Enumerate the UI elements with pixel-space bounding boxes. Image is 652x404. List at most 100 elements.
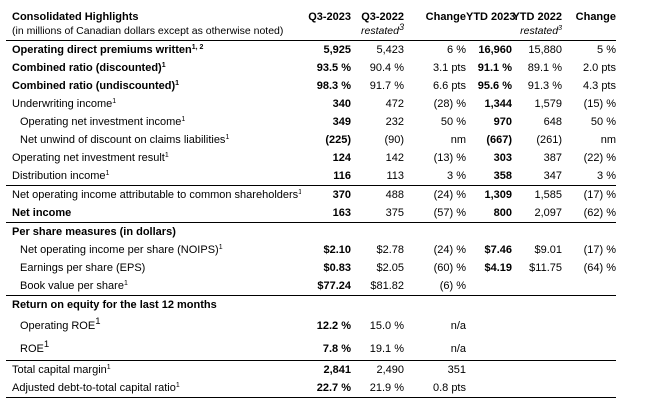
row-label: Adjusted debt-to-total capital ratio1 [6, 379, 301, 398]
table-row: Combined ratio (discounted)1 93.5 % 90.4 %… [6, 59, 616, 77]
cell-q3-2023: 93.5 % [316, 62, 351, 74]
cell-q3-2023: 163 [301, 204, 351, 223]
cell-ytd-2022: 1,579 [534, 98, 562, 110]
cell-change: n/a [450, 319, 466, 332]
cell-ytd-2023: 1,309 [484, 189, 512, 201]
cell-ytd-2022 [512, 277, 562, 296]
table-row: Net income 163 375 (57) % 800 2,097 (62) % [6, 204, 616, 223]
cell-ytd-2022: $11.75 [529, 262, 562, 274]
cell-q3-2023: 370 [332, 189, 351, 201]
cell-ytd-2023 [466, 277, 512, 296]
cell-ytd-2022: 347 [512, 167, 562, 186]
cell-change: (28) % [433, 98, 466, 110]
cell-ytd-2023 [466, 337, 512, 361]
table-row: Operating direct premiums written1, 2 5,9… [6, 41, 616, 60]
row-label: Per share measures (in dollars) [6, 223, 301, 242]
footnote-marker: 1 [164, 152, 169, 159]
column-header-change-ytd: Change [562, 6, 616, 41]
column-header-ytd-2023: YTD 2023 [466, 6, 516, 41]
cell-change-ytd: 2.0 pts [582, 62, 616, 74]
row-label-text: Earnings per share (EPS) [20, 262, 146, 274]
column-header-q3-2022: Q3-2022 restated3 [351, 6, 404, 41]
footnote-marker: 1 [95, 315, 101, 327]
cell-change-ytd: 3 % [562, 167, 616, 186]
cell-q3-2023: 340 [332, 98, 351, 110]
footnote-marker: 1, 2 [191, 44, 204, 51]
row-label-text: Operating ROE [20, 319, 96, 332]
row-label-text: Net income [12, 207, 72, 219]
cell-q3-2022: 472 [385, 98, 404, 110]
row-label: Total capital margin1 [6, 361, 301, 380]
row-label: Operating direct premiums written1, 2 [6, 41, 301, 60]
row-label-text: Net operating income attributable to com… [12, 189, 299, 201]
cell-q3-2023: 124 [332, 152, 351, 164]
table-row: Total capital margin1 2,841 2,490 351 [6, 361, 616, 380]
cell-ytd-2023 [466, 296, 512, 315]
table-body: Operating direct premiums written1, 2 5,9… [6, 41, 616, 398]
cell-change-ytd [562, 361, 616, 380]
cell-q3-2022: 91.7 % [369, 80, 404, 92]
footnote-marker: 1 [225, 134, 230, 141]
row-label-text: Combined ratio (discounted) [12, 62, 162, 74]
row-label-text: Operating direct premiums written [12, 44, 192, 56]
cell-q3-2023 [301, 296, 351, 315]
cell-change: 351 [447, 364, 466, 376]
cell-change: (57) % [404, 204, 466, 223]
cell-q3-2022: 113 [351, 167, 404, 186]
table-subtitle: (in millions of Canadian dollars except … [12, 25, 284, 37]
table-row: Net operating income attributable to com… [6, 186, 616, 205]
cell-ytd-2022: 648 [543, 116, 562, 128]
row-label-text: Return on equity for the last 12 months [12, 299, 217, 311]
cell-ytd-2022: $9.01 [534, 244, 562, 256]
cell-q3-2023: 22.7 % [301, 379, 351, 398]
row-label: Earnings per share (EPS) [6, 259, 301, 277]
cell-ytd-2022: 1,585 [534, 189, 562, 201]
cell-ytd-2023: $4.19 [484, 262, 512, 274]
restated-note: restated3 [361, 22, 404, 38]
cell-ytd-2022: 2,097 [512, 204, 562, 223]
cell-change-ytd: (22) % [583, 152, 616, 164]
cell-change: 50 % [440, 116, 466, 128]
cell-ytd-2023: 970 [493, 116, 512, 128]
cell-change: 0.8 pts [404, 379, 466, 398]
cell-change-ytd: 50 % [590, 116, 616, 128]
footnote-marker: 1 [105, 170, 110, 177]
cell-change-ytd: (17) % [583, 189, 616, 201]
cell-change-ytd: 4.3 pts [582, 80, 616, 92]
row-label-text: Net operating income per share (NOIPS) [20, 244, 219, 256]
section-header-row: Return on equity for the last 12 months [6, 296, 616, 315]
cell-q3-2023: (225) [325, 134, 351, 146]
cell-ytd-2023 [466, 379, 512, 398]
row-label-text: Total capital margin [12, 364, 107, 376]
footnote-marker: 1 [175, 80, 180, 87]
cell-q3-2023: $77.24 [301, 277, 351, 296]
cell-change: (13) % [433, 152, 466, 164]
cell-q3-2023: 349 [332, 116, 351, 128]
cell-change-ytd [562, 314, 616, 337]
cell-change-ytd [562, 277, 616, 296]
cell-change: (60) % [433, 262, 466, 274]
row-label: Operating ROE1 [6, 314, 301, 337]
cell-ytd-2023: 303 [493, 152, 512, 164]
consolidated-highlights-table: Consolidated Highlights (in millions of … [6, 6, 616, 398]
cell-q3-2022: 19.1 % [351, 337, 404, 361]
cell-change: 3.1 pts [432, 62, 466, 74]
section-header-row: Per share measures (in dollars) [6, 223, 616, 242]
row-label-text: Net unwind of discount on claims liabili… [20, 134, 226, 146]
cell-q3-2023: 116 [301, 167, 351, 186]
cell-q3-2023: 98.3 % [316, 80, 351, 92]
cell-change: 3 % [404, 167, 466, 186]
column-header-change-q3: Change [404, 6, 466, 41]
row-label-text: Per share measures (in dollars) [12, 226, 176, 238]
cell-q3-2023: $2.10 [323, 244, 351, 256]
row-label: Net operating income attributable to com… [6, 186, 301, 205]
row-label-text: Operating net investment income [20, 116, 182, 128]
cell-q3-2022: 15.0 % [369, 319, 404, 332]
cell-q3-2022: (90) [384, 134, 404, 146]
row-label: Net operating income per share (NOIPS)1 [6, 241, 301, 259]
cell-change-ytd: (17) % [583, 244, 616, 256]
column-header-ytd-2022: YTD 2022 restated3 [512, 6, 562, 41]
cell-q3-2022: 2,490 [376, 364, 404, 376]
row-label: Operating net investment income1 [6, 113, 301, 131]
